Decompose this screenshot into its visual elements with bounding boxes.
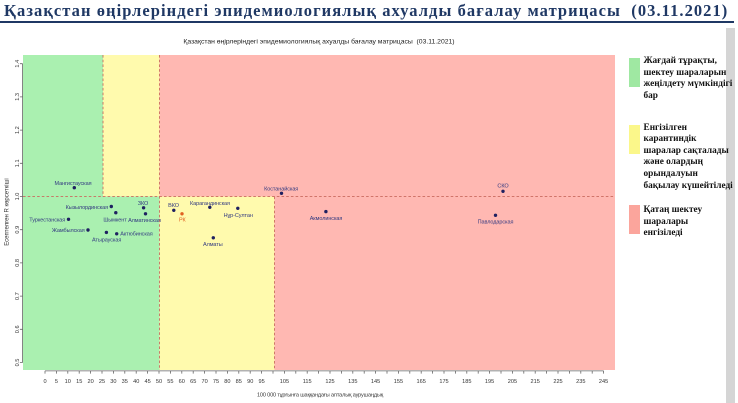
svg-text:ЗКО: ЗКО [138, 201, 149, 207]
svg-text:0: 0 [43, 379, 46, 385]
svg-text:Алматы: Алматы [203, 242, 223, 248]
svg-text:50: 50 [156, 379, 162, 385]
svg-text:5: 5 [55, 379, 58, 385]
svg-text:45: 45 [144, 379, 150, 385]
svg-text:1.0: 1.0 [15, 193, 21, 201]
svg-text:165: 165 [417, 379, 426, 385]
svg-text:40: 40 [133, 379, 139, 385]
svg-text:90: 90 [247, 379, 253, 385]
svg-text:175: 175 [439, 379, 448, 385]
svg-text:0.9: 0.9 [15, 226, 21, 234]
svg-text:70: 70 [201, 379, 207, 385]
svg-text:Есептелген R көрсеткіші: Есептелген R көрсеткіші [5, 178, 11, 246]
svg-text:Жамбылская: Жамбылская [52, 228, 85, 234]
svg-text:95: 95 [258, 379, 264, 385]
svg-text:55: 55 [167, 379, 173, 385]
svg-text:Мангистауская: Мангистауская [55, 181, 92, 187]
svg-text:Атырауская: Атырауская [92, 237, 121, 243]
svg-text:135: 135 [348, 379, 357, 385]
svg-text:Акмолинская: Акмолинская [310, 216, 343, 222]
svg-text:0.5: 0.5 [15, 359, 21, 367]
svg-text:0.6: 0.6 [15, 325, 21, 333]
svg-text:Костанайская: Костанайская [264, 186, 298, 193]
svg-text:185: 185 [462, 379, 471, 385]
svg-text:235: 235 [576, 379, 585, 385]
svg-text:0.7: 0.7 [15, 292, 21, 300]
svg-text:195: 195 [485, 379, 494, 385]
svg-text:Қазақстан өңірлеріндегі эпидем: Қазақстан өңірлеріндегі эпидемиологиялық… [183, 38, 454, 46]
svg-text:15: 15 [76, 379, 82, 385]
svg-text:80: 80 [224, 379, 230, 385]
svg-text:215: 215 [531, 379, 540, 385]
svg-text:1.4: 1.4 [15, 60, 21, 68]
svg-text:Алматинская: Алматинская [128, 218, 161, 224]
svg-text:10: 10 [65, 379, 71, 385]
svg-text:225: 225 [553, 379, 562, 385]
svg-text:Туркестанская: Туркестанская [29, 218, 65, 224]
svg-text:Актюбинская: Актюбинская [120, 232, 153, 238]
svg-text:20: 20 [87, 379, 93, 385]
svg-text:25: 25 [99, 379, 105, 385]
svg-text:Нұр-Султан: Нұр-Султан [224, 213, 253, 219]
svg-text:Павлодарская: Павлодарская [478, 220, 514, 226]
svg-text:30: 30 [110, 379, 116, 385]
svg-text:85: 85 [236, 379, 242, 385]
svg-text:115: 115 [303, 379, 312, 385]
svg-text:245: 245 [599, 379, 608, 385]
svg-text:205: 205 [508, 379, 517, 385]
svg-text:Шымкент: Шымкент [103, 218, 127, 224]
svg-text:СКО: СКО [497, 183, 509, 189]
svg-text:ВКО: ВКО [168, 203, 180, 209]
svg-text:125: 125 [325, 379, 334, 385]
svg-text:65: 65 [190, 379, 196, 385]
svg-text:Кызылординская: Кызылординская [66, 205, 109, 211]
svg-text:100 000 тұрғынға шаққандағы ап: 100 000 тұрғынға шаққандағы апталық ауру… [257, 393, 384, 399]
svg-text:155: 155 [394, 379, 403, 385]
svg-text:145: 145 [371, 379, 380, 385]
svg-text:Карагандинская: Карагандинская [190, 201, 230, 207]
svg-text:35: 35 [122, 379, 128, 385]
svg-text:0.8: 0.8 [15, 259, 21, 267]
svg-text:1.2: 1.2 [15, 126, 21, 134]
svg-text:60: 60 [179, 379, 185, 385]
svg-text:105: 105 [280, 379, 289, 385]
svg-text:75: 75 [213, 379, 219, 385]
svg-text:1.1: 1.1 [15, 159, 21, 167]
svg-text:РК: РК [179, 218, 187, 224]
svg-text:1.3: 1.3 [15, 93, 21, 101]
